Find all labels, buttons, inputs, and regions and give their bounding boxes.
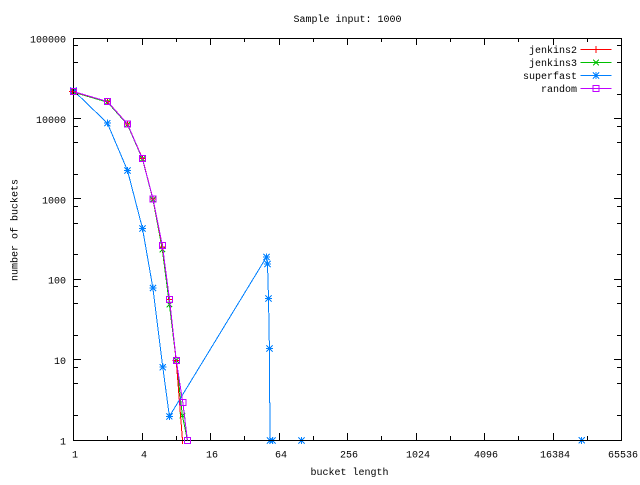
svg-text:100000: 100000 (30, 36, 66, 47)
svg-text:16: 16 (206, 451, 218, 462)
svg-text:number of buckets: number of buckets (10, 179, 22, 281)
svg-text:10000: 10000 (36, 116, 66, 127)
svg-text:bucket length: bucket length (310, 467, 388, 479)
svg-text:16384: 16384 (540, 451, 570, 462)
svg-text:random: random (541, 84, 577, 96)
svg-text:65536: 65536 (608, 451, 638, 462)
svg-text:10: 10 (54, 357, 66, 368)
svg-text:jenkins2: jenkins2 (529, 45, 577, 57)
svg-text:100: 100 (48, 277, 66, 288)
svg-text:4: 4 (141, 451, 147, 462)
svg-text:Sample input: 1000: Sample input: 1000 (293, 14, 401, 26)
svg-text:1: 1 (72, 451, 78, 462)
svg-text:1000: 1000 (42, 196, 66, 207)
svg-text:1: 1 (60, 438, 66, 449)
svg-text:jenkins3: jenkins3 (529, 58, 577, 70)
svg-text:1024: 1024 (406, 451, 430, 462)
svg-text:superfast: superfast (523, 71, 577, 83)
svg-text:4096: 4096 (474, 451, 498, 462)
svg-text:64: 64 (275, 451, 287, 462)
svg-text:256: 256 (340, 451, 358, 462)
